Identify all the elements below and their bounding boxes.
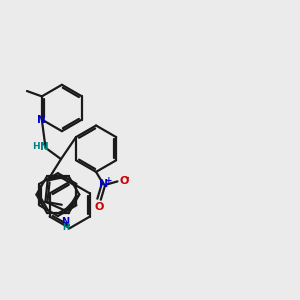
Text: N: N <box>61 217 70 227</box>
Text: N: N <box>99 179 108 189</box>
Text: O: O <box>120 176 129 186</box>
Text: O: O <box>94 202 104 212</box>
Text: -: - <box>124 173 129 183</box>
Text: H: H <box>32 142 40 151</box>
Text: N: N <box>40 142 48 152</box>
Text: N: N <box>38 115 46 124</box>
Text: H: H <box>62 223 69 232</box>
Text: +: + <box>105 176 113 185</box>
